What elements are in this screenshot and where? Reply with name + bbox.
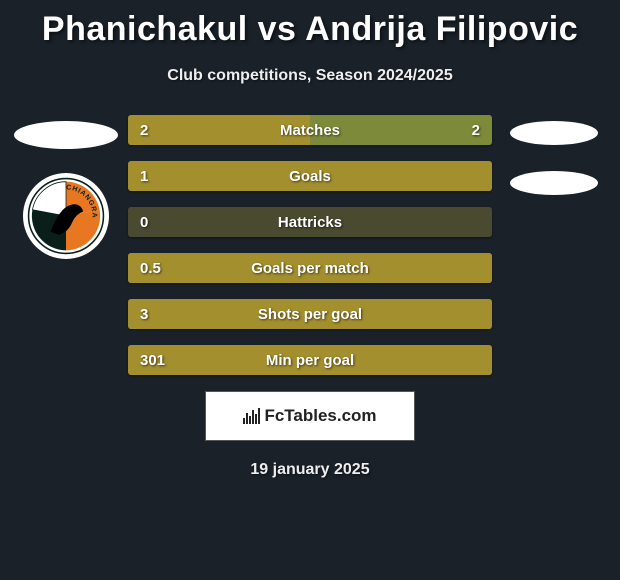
brand-bars-icon <box>243 408 260 424</box>
player-right-placeholder-1 <box>510 121 598 145</box>
stat-bar-goals: 1 Goals <box>128 161 492 191</box>
player-left-placeholder <box>14 121 118 149</box>
player-right-placeholder-2 <box>510 171 598 195</box>
stat-value-left: 0.5 <box>140 260 161 277</box>
subtitle: Club competitions, Season 2024/2025 <box>0 67 620 85</box>
date-label: 19 january 2025 <box>0 461 620 479</box>
brand-label: FcTables.com <box>264 406 376 426</box>
brand-text: FcTables.com <box>243 406 376 426</box>
stat-label: Shots per goal <box>258 306 362 323</box>
stat-value-left: 3 <box>140 306 148 323</box>
stat-value-left: 0 <box>140 214 148 231</box>
stat-bar-goals-per-match: 0.5 Goals per match <box>128 253 492 283</box>
page-title: Phanichakul vs Andrija Filipovic <box>0 0 620 49</box>
stat-value-left: 301 <box>140 352 165 369</box>
stat-bar-shots-per-goal: 3 Shots per goal <box>128 299 492 329</box>
stat-label: Matches <box>280 122 340 139</box>
stat-value-left: 2 <box>140 122 148 139</box>
stats-bars: 2 Matches 2 1 Goals 0 Hattricks 0.5 Goals per ma… <box>126 115 494 375</box>
stat-value-right: 2 <box>472 122 480 139</box>
stat-value-left: 1 <box>140 168 148 185</box>
left-player-column: CHIANGRAI <box>6 115 126 375</box>
brand-badge: FcTables.com <box>205 391 415 441</box>
right-player-column <box>494 115 614 375</box>
stat-label: Hattricks <box>278 214 342 231</box>
stat-label: Goals per match <box>251 260 369 277</box>
club-badge-left: CHIANGRAI <box>23 173 109 259</box>
stat-label: Goals <box>289 168 331 185</box>
stat-bar-min-per-goal: 301 Min per goal <box>128 345 492 375</box>
chiangrai-badge-icon: CHIANGRAI <box>27 177 105 255</box>
stat-bar-hattricks: 0 Hattricks <box>128 207 492 237</box>
comparison-content: CHIANGRAI 2 Matches 2 1 Goals 0 Hattricks 0.5 Go… <box>0 115 620 375</box>
stat-label: Min per goal <box>266 352 354 369</box>
stat-bar-matches: 2 Matches 2 <box>128 115 492 145</box>
